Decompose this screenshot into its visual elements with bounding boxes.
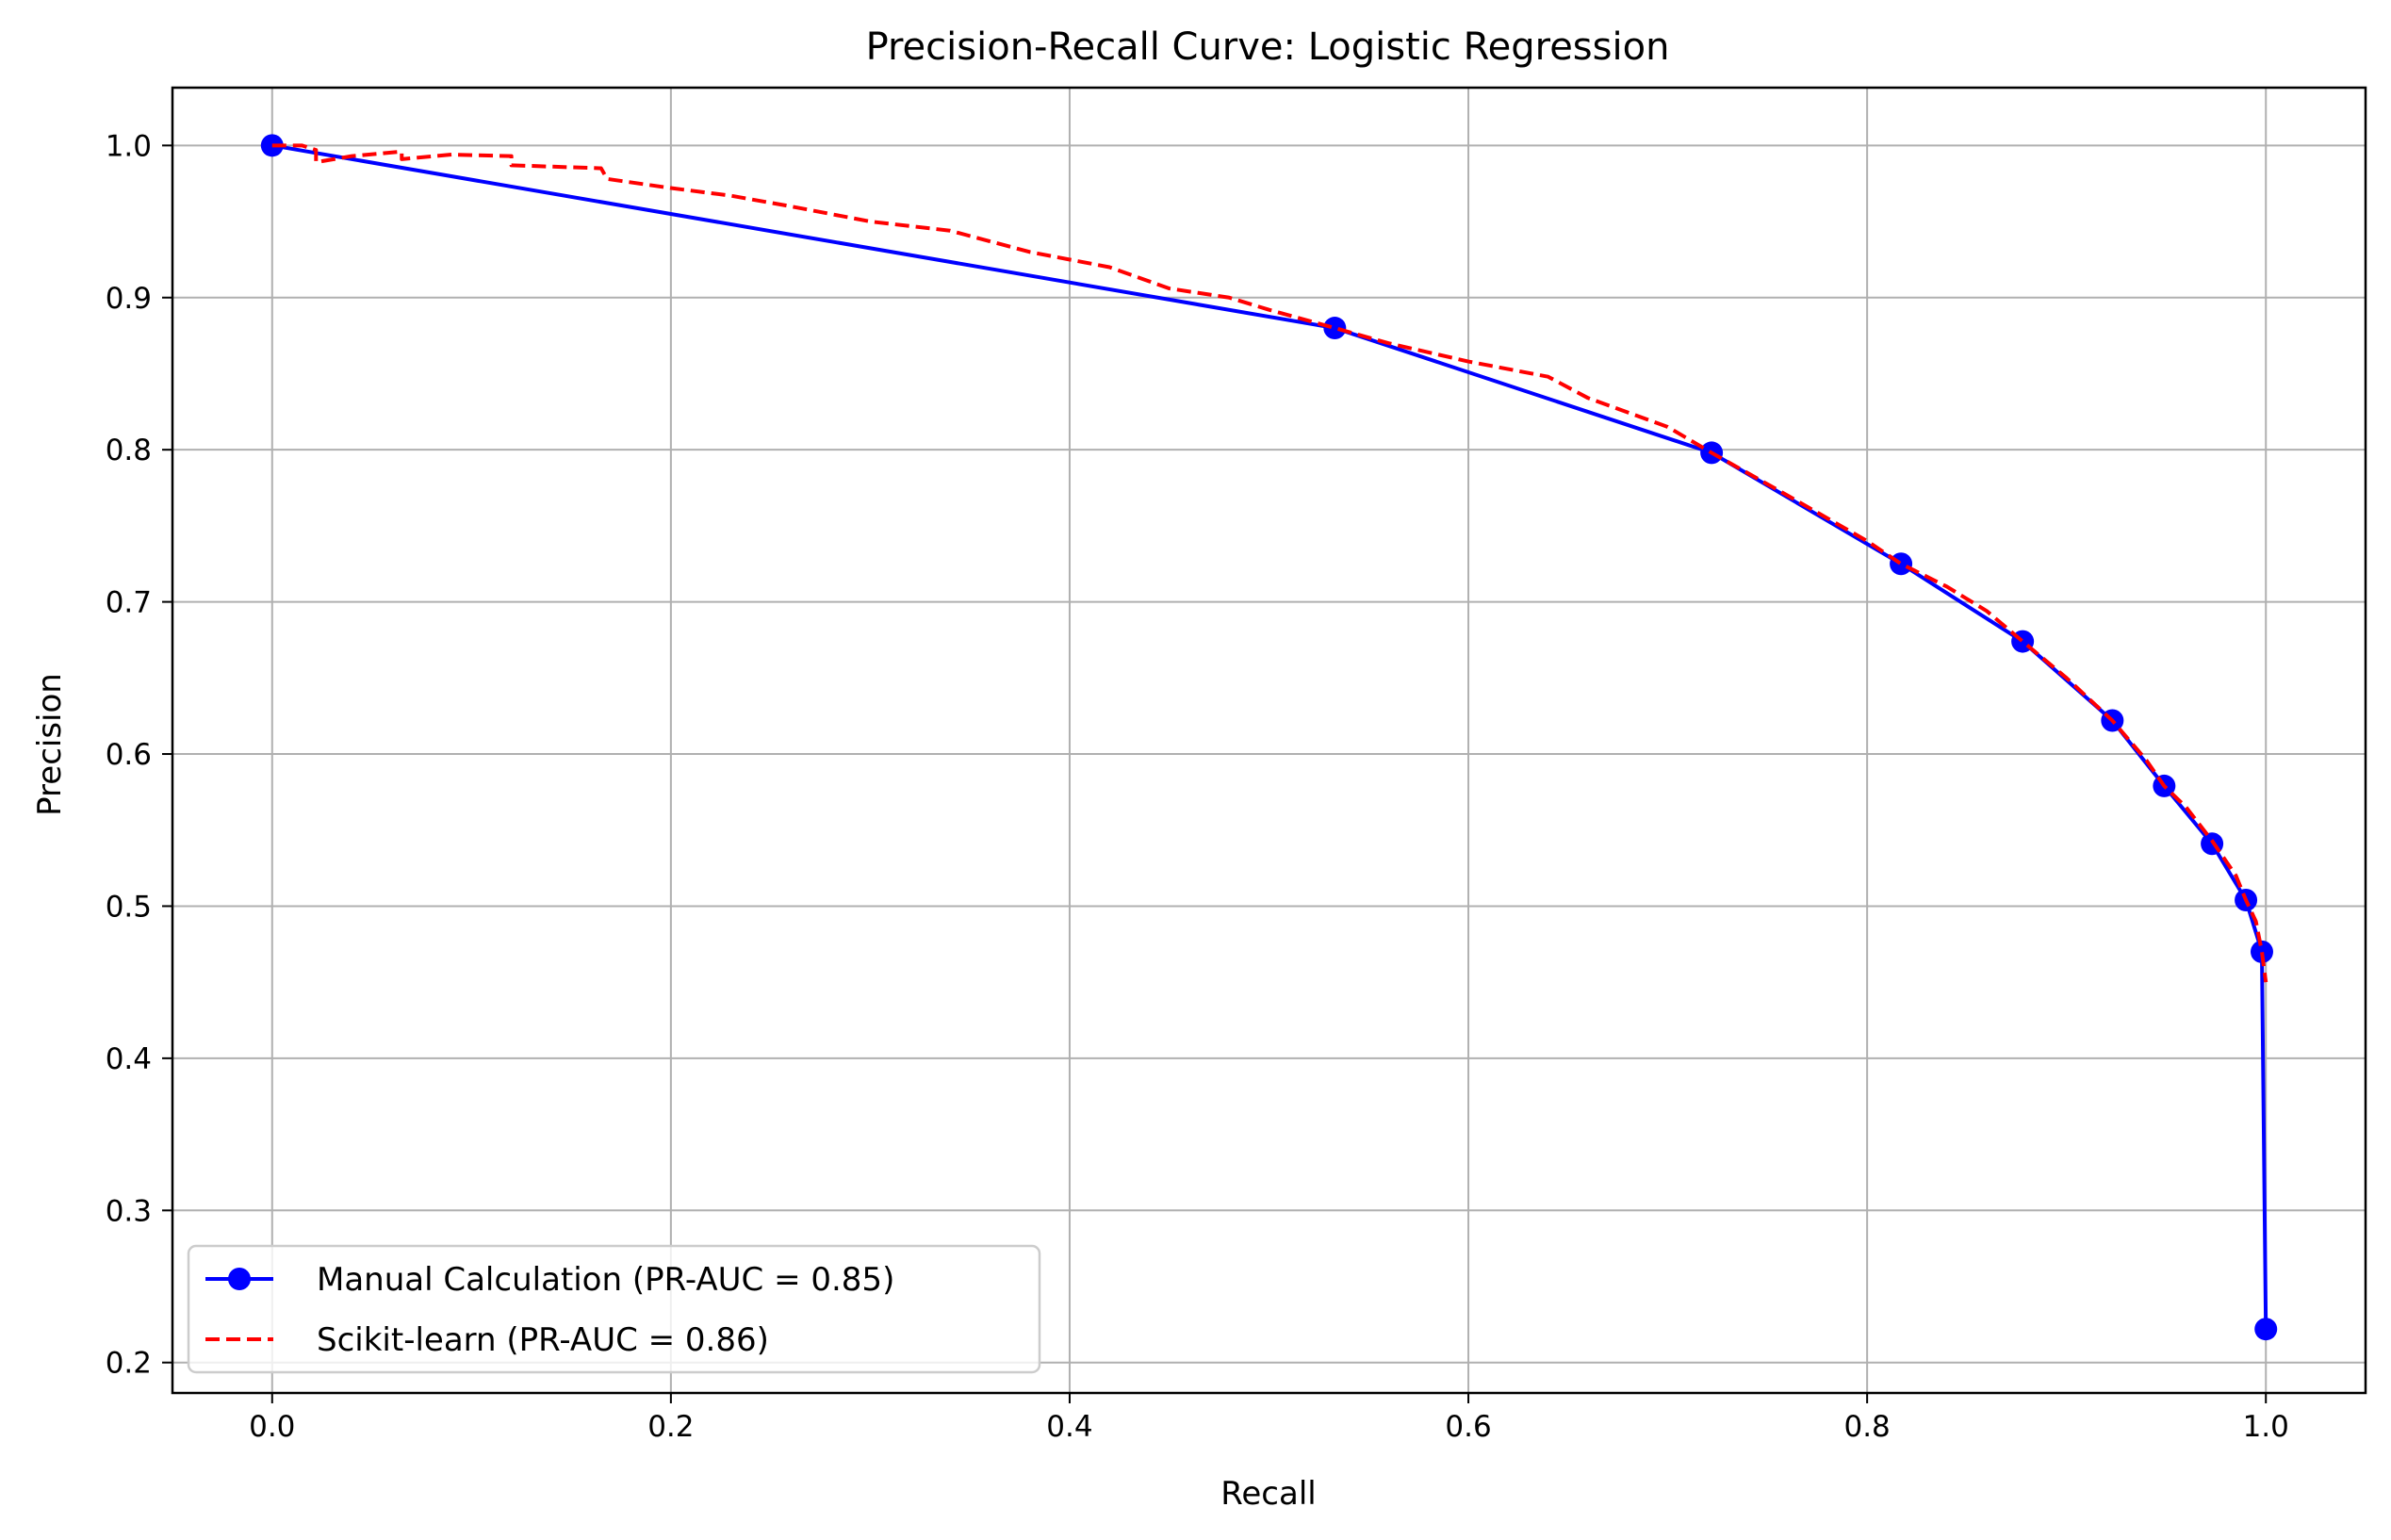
y-tick-label: 0.7 [106,586,152,620]
series-line-sklearn [271,143,2268,983]
legend-label-sklearn: Scikit-learn (PR-AUC = 0.86) [317,1321,769,1359]
grid-layer [172,88,2366,1393]
y-tick-label: 0.6 [106,738,152,772]
plot-frame [171,86,2367,1395]
x-tick-label: 0.4 [1046,1410,1092,1444]
x-tick-label: 0.6 [1445,1410,1491,1444]
data-point-manual [2250,940,2273,963]
chart-title: Precision-Recall Curve: Logistic Regress… [866,25,1670,69]
legend: Manual Calculation (PR-AUC = 0.85) Sciki… [187,1244,1041,1374]
tick-layer: 0.0 0.2 0.4 0.6 0.8 1.0 0.2 0.3 0.4 0.5 0.6 0.7 0.8 0… [106,129,2289,1444]
x-tick-label: 0.8 [1843,1410,1890,1444]
legend-box [187,1244,1041,1374]
y-tick-label: 0.4 [106,1042,152,1076]
y-tick-label: 0.9 [106,282,152,316]
legend-marker-manual [228,1268,251,1290]
y-tick-label: 0.2 [106,1347,152,1381]
series-layer [260,134,2278,1341]
x-tick-label: 0.0 [249,1410,295,1444]
y-tick-label: 0.8 [106,434,152,467]
legend-label-manual: Manual Calculation (PR-AUC = 0.85) [317,1261,894,1299]
x-tick-label: 1.0 [2243,1410,2289,1444]
y-tick-label: 0.5 [106,890,152,924]
y-axis-label: Precision [31,673,69,816]
y-tick-label: 1.0 [106,129,152,163]
data-point-manual [2254,1318,2278,1341]
x-axis-label: Recall [1220,1475,1316,1513]
data-point-manual [1323,317,1347,340]
y-tick-label: 0.3 [106,1194,152,1228]
series-line-manual [271,143,2268,1330]
data-point-manual [1890,552,1913,576]
x-tick-label: 0.2 [647,1410,694,1444]
